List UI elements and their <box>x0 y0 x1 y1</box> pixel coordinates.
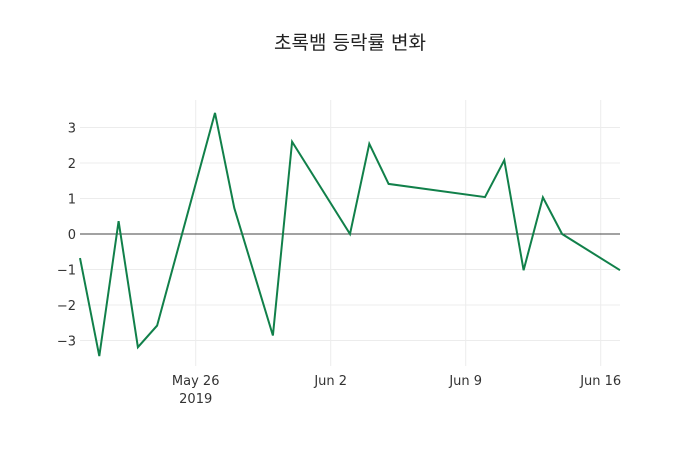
y-tick-label: −3 <box>57 335 76 350</box>
x-tick-label: Jun 9 <box>448 374 482 389</box>
x-tick-label: May 26 <box>172 374 220 389</box>
x-tick-label: Jun 2 <box>313 374 347 389</box>
y-tick-label: 2 <box>68 157 76 172</box>
x-tick-sublabel: 2019 <box>179 392 212 407</box>
y-tick-label: 1 <box>68 193 76 208</box>
y-tick-label: 0 <box>68 228 76 243</box>
y-axis-tick-labels: 3 2 1 0 −1 −2 −3 <box>57 122 76 350</box>
x-gridlines <box>195 100 602 366</box>
y-tick-label: 3 <box>68 122 76 137</box>
y-tick-label: −1 <box>57 264 76 279</box>
x-tick-label: Jun 16 <box>579 374 621 389</box>
chart-title: 초록뱀 등락률 변화 <box>274 32 426 54</box>
y-gridlines <box>80 127 620 341</box>
x-axis-tick-labels: May 26 2019 Jun 2 Jun 9 Jun 16 <box>172 374 621 407</box>
series-line <box>79 112 621 357</box>
y-tick-label: −2 <box>57 299 76 314</box>
